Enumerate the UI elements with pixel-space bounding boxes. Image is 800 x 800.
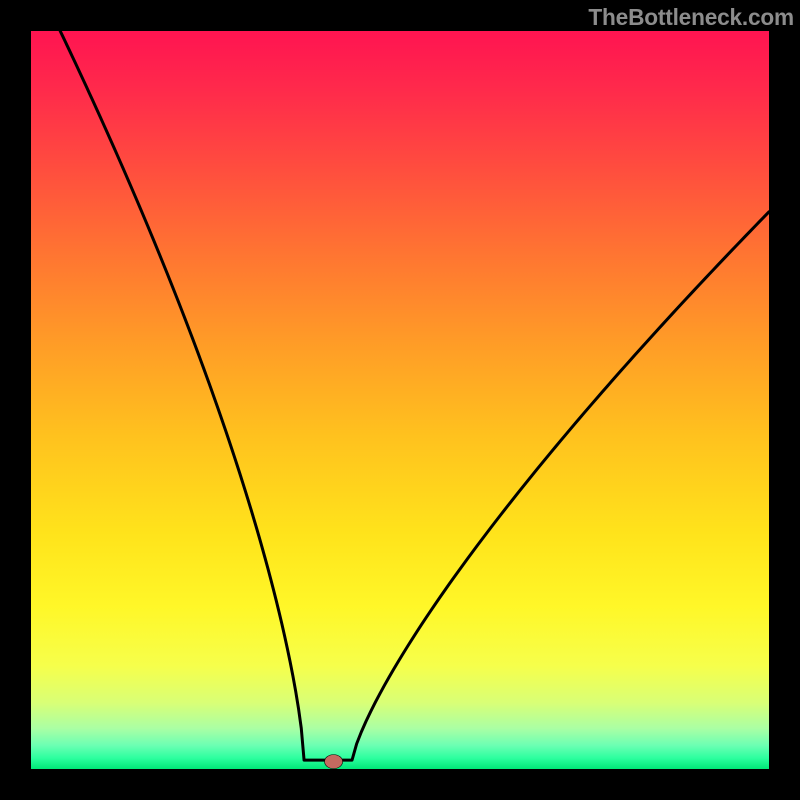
bottleneck-marker [325, 755, 343, 769]
watermark-text: TheBottleneck.com [588, 4, 794, 31]
